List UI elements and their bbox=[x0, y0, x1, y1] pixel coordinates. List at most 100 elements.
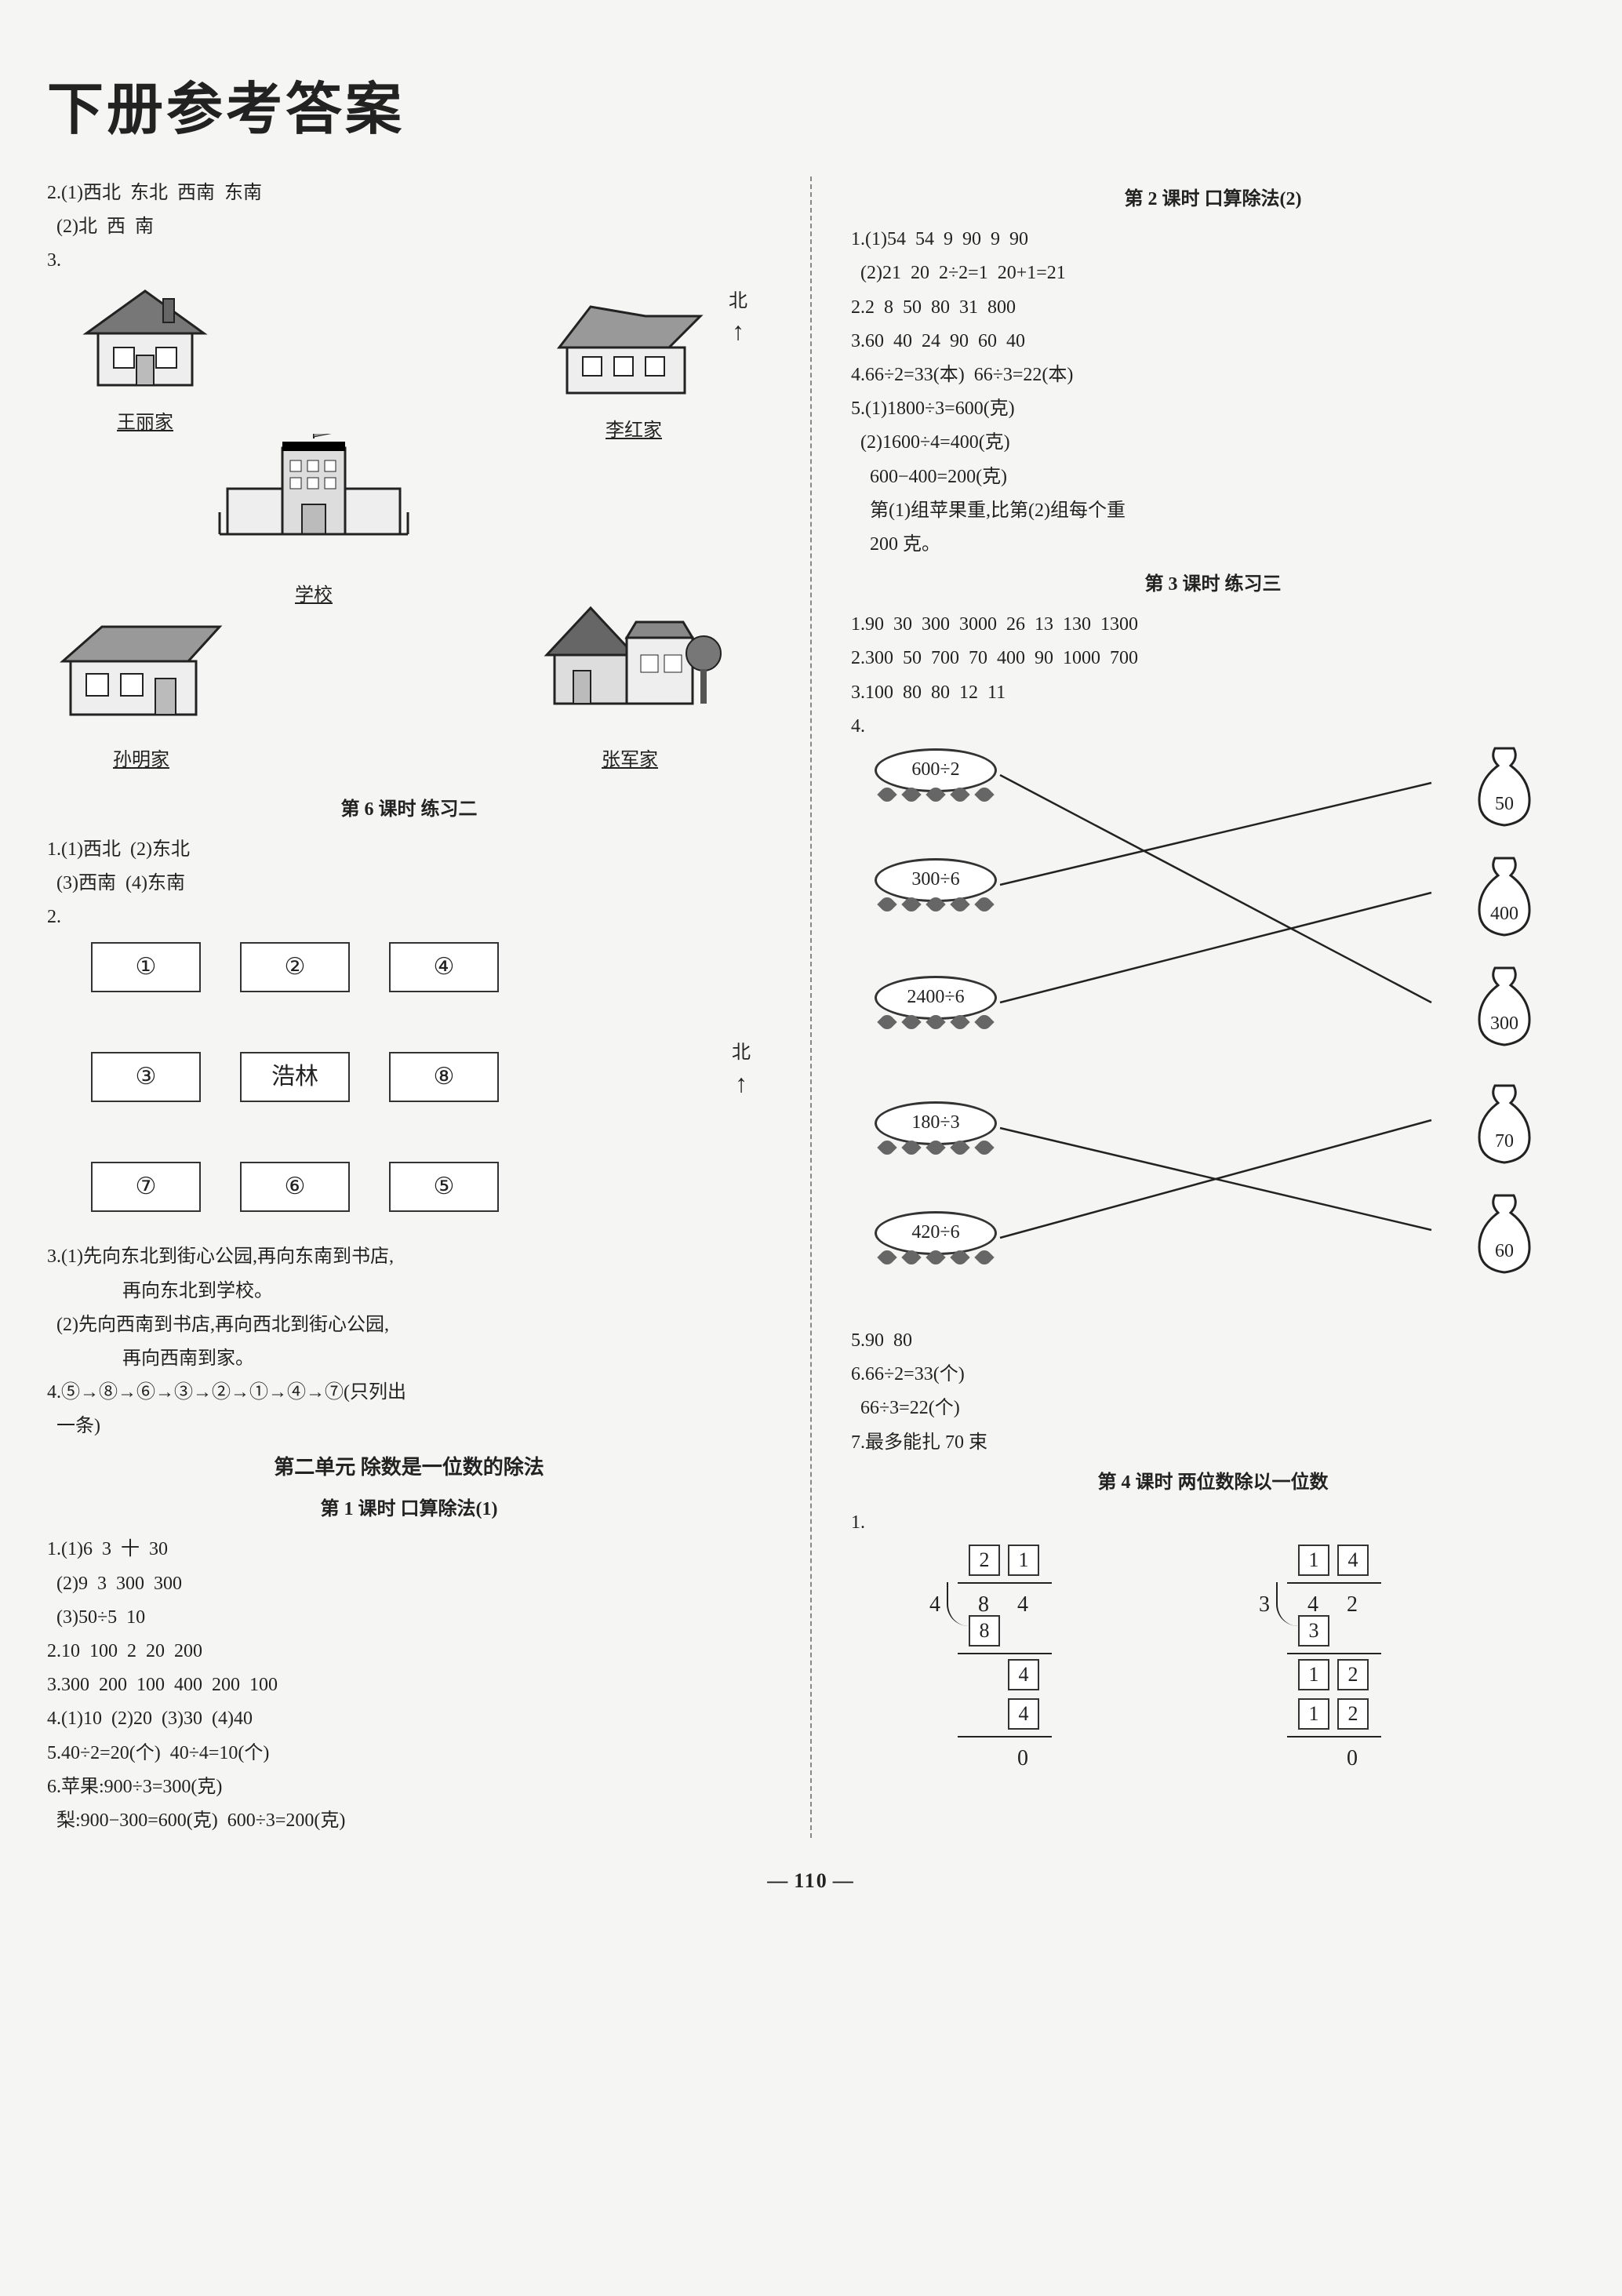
answer-line: 2.(1)西北 东北 西南 东南 bbox=[47, 176, 771, 210]
vase: 300 bbox=[1465, 963, 1544, 1050]
vase-label: 400 bbox=[1465, 897, 1544, 931]
remainder: 0 bbox=[1347, 1739, 1358, 1778]
expr-badge: 420÷6 bbox=[875, 1211, 997, 1274]
answer-line: 4.66÷2=33(本) 66÷3=22(本) bbox=[851, 358, 1575, 392]
answer-prefix: 4. bbox=[851, 710, 1575, 744]
two-column-layout: 2.(1)西北 东北 西南 东南 (2)北 西 南 3. 北 ↑ 王丽家 bbox=[47, 176, 1575, 1838]
step-box: 1 bbox=[1298, 1698, 1329, 1730]
grid-box-center: 浩林 bbox=[240, 1052, 350, 1102]
expr-badge: 2400÷6 bbox=[875, 976, 997, 1039]
section-title: 第 4 课时 两位数除以一位数 bbox=[851, 1466, 1575, 1500]
expr-badge: 300÷6 bbox=[875, 858, 997, 921]
vase: 400 bbox=[1465, 853, 1544, 940]
answer-line: 200 克。 bbox=[851, 528, 1575, 562]
answer-line: 5.90 80 bbox=[851, 1324, 1575, 1358]
vase-label: 70 bbox=[1465, 1125, 1544, 1159]
north-label: 北 bbox=[732, 1042, 751, 1063]
right-column: 第 2 课时 口算除法(2) 1.(1)54 54 9 90 9 90 (2)2… bbox=[851, 176, 1575, 1838]
step-box: 8 bbox=[969, 1615, 1000, 1646]
answer-line: (2)1600÷4=400(克) bbox=[851, 426, 1575, 460]
step-box: 2 bbox=[1337, 1698, 1369, 1730]
grid-box: ⑦ bbox=[91, 1162, 201, 1212]
grid-box: ⑥ bbox=[240, 1162, 350, 1212]
house-icon bbox=[55, 614, 227, 732]
leaves-icon bbox=[875, 1015, 997, 1034]
quotient-box: 1 bbox=[1298, 1545, 1329, 1576]
house-label: 张军家 bbox=[536, 744, 724, 777]
answer-line: 6.66÷2=33(个) bbox=[851, 1358, 1575, 1392]
house-icon bbox=[536, 599, 724, 732]
answer-line: 5.40÷2=20(个) 40÷4=10(个) bbox=[47, 1737, 771, 1770]
answer-line: 1.(1)西北 (2)东北 bbox=[47, 833, 771, 867]
answer-prefix: 3. bbox=[47, 244, 771, 278]
house-sunming: 孙明家 bbox=[55, 614, 227, 777]
long-division-2: 1 4 3 4 2 3 1 2 1 2 0 bbox=[1243, 1545, 1416, 1764]
long-division-row: 2 1 4 8 4 8 4 4 0 1 4 3 4 bbox=[851, 1545, 1575, 1764]
step-box: 4 bbox=[1008, 1659, 1039, 1690]
section-title: 第 1 课时 口算除法(1) bbox=[47, 1493, 771, 1526]
dividend-digit: 4 bbox=[1017, 1585, 1028, 1625]
answer-line: 1.(1)54 54 9 90 9 90 bbox=[851, 223, 1575, 257]
badge-oval: 420÷6 bbox=[875, 1211, 997, 1255]
house-icon bbox=[551, 293, 716, 402]
grid-box: ⑤ bbox=[389, 1162, 499, 1212]
house-label: 李红家 bbox=[551, 414, 716, 448]
remainder: 0 bbox=[1017, 1739, 1028, 1778]
page-title: 下册参考答案 bbox=[47, 63, 1575, 145]
step-box: 2 bbox=[1337, 1659, 1369, 1690]
section-title: 第 3 课时 练习三 bbox=[851, 568, 1575, 602]
answer-line: 5.(1)1800÷3=600(克) bbox=[851, 392, 1575, 426]
badge-oval: 600÷2 bbox=[875, 748, 997, 792]
answer-line: (2)先向西南到书店,再向西北到街心公园, bbox=[47, 1308, 771, 1342]
matching-diagram: 600÷2 300÷6 2400÷6 180÷3 420÷6 bbox=[867, 744, 1575, 1324]
answer-line: (2)北 西 南 bbox=[47, 210, 771, 244]
answer-line: 再向东北到学校。 bbox=[47, 1275, 771, 1308]
house-icon bbox=[71, 285, 220, 395]
grid-box: ⑧ bbox=[389, 1052, 499, 1102]
divisor: 4 bbox=[929, 1585, 940, 1625]
dividend-digit: 2 bbox=[1347, 1585, 1358, 1625]
answer-line: 4.(1)10 (2)20 (3)30 (4)40 bbox=[47, 1702, 771, 1736]
school: 学校 bbox=[212, 434, 416, 613]
step-box: 1 bbox=[1298, 1659, 1329, 1690]
leaves-icon bbox=[875, 1141, 997, 1159]
left-column: 2.(1)西北 东北 西南 东南 (2)北 西 南 3. 北 ↑ 王丽家 bbox=[47, 176, 771, 1838]
grid-box: ② bbox=[240, 942, 350, 992]
school-icon bbox=[212, 434, 416, 567]
north-indicator: 北 ↑ bbox=[729, 285, 747, 344]
expr-badge: 600÷2 bbox=[875, 748, 997, 811]
answer-line: 2.2 8 50 80 31 800 bbox=[851, 291, 1575, 325]
answer-line: 6.苹果:900÷3=300(克) bbox=[47, 1770, 771, 1804]
quotient-box: 2 bbox=[969, 1545, 1000, 1576]
vase-label: 60 bbox=[1465, 1235, 1544, 1268]
grid-box: ④ bbox=[389, 942, 499, 992]
answer-line: 4.⑤→⑧→⑥→③→②→①→④→⑦(只列出 bbox=[47, 1376, 771, 1410]
answer-line: 再向西南到家。 bbox=[47, 1342, 771, 1376]
north-indicator: 北 ↑ bbox=[732, 1036, 751, 1095]
answer-prefix: 2. bbox=[47, 901, 771, 934]
answer-line: 一条) bbox=[47, 1410, 771, 1443]
answer-line: (2)21 20 2÷2=1 20+1=21 bbox=[851, 257, 1575, 290]
answer-prefix: 1. bbox=[851, 1506, 1575, 1540]
answer-line: 3.300 200 100 400 200 100 bbox=[47, 1668, 771, 1702]
long-division-1: 2 1 4 8 4 8 4 4 0 bbox=[914, 1545, 1086, 1764]
house-wangli: 王丽家 bbox=[71, 285, 220, 440]
divisor: 3 bbox=[1259, 1585, 1270, 1625]
north-label: 北 bbox=[729, 291, 747, 311]
vase-label: 300 bbox=[1465, 1007, 1544, 1041]
arrow-up-icon: ↑ bbox=[732, 1071, 751, 1096]
step-box: 4 bbox=[1008, 1698, 1039, 1730]
grid-box: ③ bbox=[91, 1052, 201, 1102]
answer-line: (3)50÷5 10 bbox=[47, 1601, 771, 1635]
answer-line: 1.(1)6 3 十 30 bbox=[47, 1533, 771, 1566]
vase-label: 50 bbox=[1465, 788, 1544, 821]
answer-line: 3.60 40 24 90 60 40 bbox=[851, 325, 1575, 358]
unit-title: 第二单元 除数是一位数的除法 bbox=[47, 1450, 771, 1486]
leaves-icon bbox=[875, 1250, 997, 1269]
number-grid-diagram: ① ② ④ ③ 浩林 ⑧ ⑦ ⑥ ⑤ 北 ↑ bbox=[75, 942, 743, 1232]
answer-line: 2.10 100 2 20 200 bbox=[47, 1635, 771, 1668]
house-label: 王丽家 bbox=[71, 406, 220, 440]
answer-line: (2)9 3 300 300 bbox=[47, 1567, 771, 1601]
answer-line: (3)西南 (4)东南 bbox=[47, 867, 771, 901]
answer-line: 600−400=200(克) bbox=[851, 460, 1575, 494]
